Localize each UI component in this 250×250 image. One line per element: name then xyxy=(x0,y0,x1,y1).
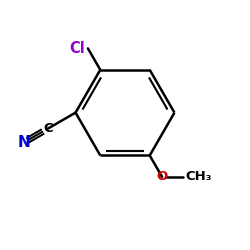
Text: N: N xyxy=(18,135,30,150)
Text: Cl: Cl xyxy=(70,41,86,56)
Text: CH₃: CH₃ xyxy=(186,170,212,183)
Text: O: O xyxy=(156,170,168,183)
Text: C: C xyxy=(43,122,52,135)
